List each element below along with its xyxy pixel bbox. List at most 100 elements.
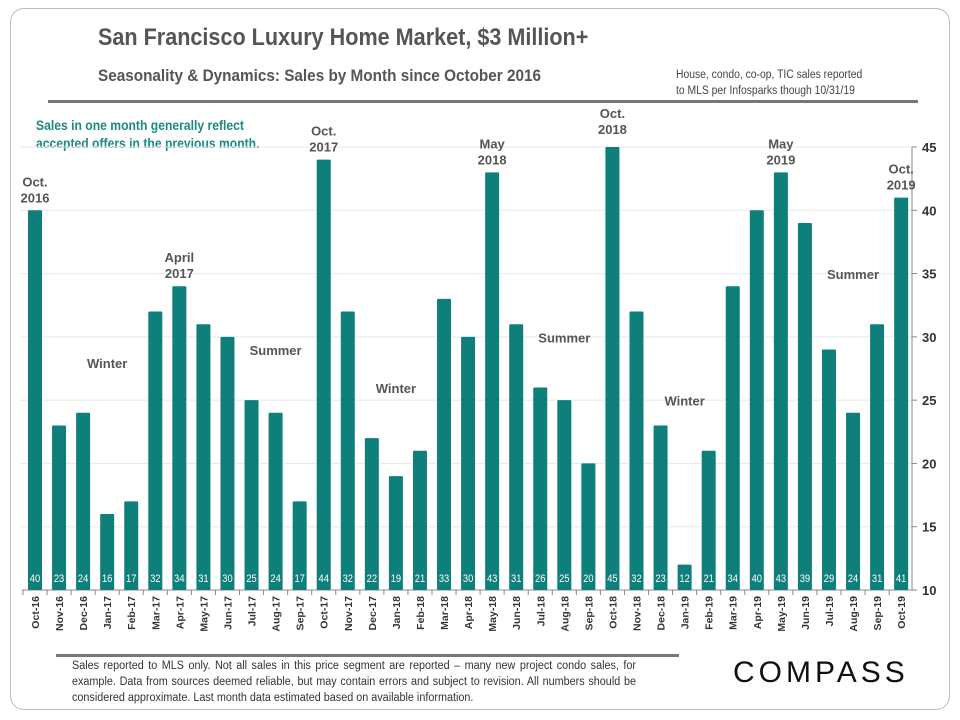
- x-tick-label: Nov-17: [343, 596, 355, 631]
- x-tick-label: Oct-19: [896, 596, 908, 629]
- bar-value-label: 31: [198, 573, 209, 585]
- bar: [894, 197, 909, 590]
- slide-frame: [10, 8, 950, 710]
- bar: [268, 412, 283, 590]
- bar-value-label: 43: [487, 573, 498, 585]
- x-tick-label: Aug-17: [271, 596, 283, 632]
- y-tick-label: 15: [922, 520, 936, 535]
- annotation-label: Oct.: [22, 174, 47, 189]
- bar: [196, 324, 211, 590]
- bar-value-label: 32: [343, 573, 354, 585]
- x-tick-label: May-19: [776, 596, 788, 632]
- bar: [821, 349, 836, 590]
- bar: [100, 514, 115, 590]
- bar-value-label: 32: [150, 573, 161, 585]
- x-tick-label: Sep-18: [583, 596, 595, 631]
- bar-value-label: 43: [776, 573, 787, 585]
- annotation-label: Summer: [250, 343, 302, 358]
- x-tick-label: Sep-19: [872, 596, 884, 631]
- bar: [244, 400, 259, 590]
- annotation-label: 2017: [309, 140, 338, 155]
- bar: [148, 311, 163, 590]
- annotation-label: 2019: [766, 152, 795, 167]
- x-tick-label: Jun-18: [511, 596, 523, 630]
- bar: [316, 159, 331, 590]
- x-tick-label: Dec-18: [656, 596, 668, 631]
- x-tick-label: May-17: [198, 596, 210, 632]
- header-rule: [48, 100, 918, 103]
- bar-value-label: 23: [54, 573, 65, 585]
- annotation-label: Oct.: [600, 106, 625, 121]
- footnote: Sales reported to MLS only. Not all sale…: [72, 660, 636, 704]
- bar-value-label: 17: [126, 573, 137, 585]
- bar: [364, 438, 379, 590]
- bar-value-label: 41: [896, 573, 907, 585]
- annotation-label: Winter: [376, 381, 416, 396]
- source-note-line: to MLS per Infosparks though 10/31/19: [676, 85, 855, 97]
- annotation-label: 2018: [478, 152, 507, 167]
- bar-value-label: 22: [367, 573, 378, 585]
- bar-value-label: 20: [583, 573, 594, 585]
- annotation-label: 2016: [21, 190, 50, 205]
- bar: [725, 286, 740, 590]
- chart-title: San Francisco Luxury Home Market, $3 Mil…: [98, 24, 589, 51]
- x-tick-label: Aug-18: [559, 596, 571, 632]
- x-tick-label: Oct-17: [319, 596, 331, 629]
- bar: [629, 311, 644, 590]
- bar: [76, 412, 91, 590]
- y-tick-label: 20: [922, 456, 936, 471]
- bar-value-label: 33: [439, 573, 450, 585]
- bar: [870, 324, 885, 590]
- source-note-line: House, condo, co-op, TIC sales reported: [676, 69, 863, 81]
- x-tick-label: Mar-17: [150, 596, 162, 630]
- y-tick-label: 30: [922, 330, 936, 345]
- x-tick-label: Feb-17: [126, 596, 138, 630]
- x-tick-label: Dec-16: [78, 596, 90, 631]
- x-tick-label: Jan-19: [680, 596, 692, 629]
- x-tick-label: Jul-17: [247, 596, 259, 627]
- y-tick-label: 25: [922, 393, 936, 408]
- annotation-label: 2018: [598, 122, 627, 137]
- bar: [28, 210, 42, 591]
- bar: [677, 564, 692, 590]
- x-tick-label: Oct-18: [607, 596, 619, 629]
- x-tick-label: Jul-18: [535, 596, 547, 627]
- bar-value-label: 40: [30, 573, 41, 585]
- bar-value-label: 24: [848, 573, 859, 585]
- bar-value-label: 25: [246, 573, 257, 585]
- bar: [797, 222, 812, 590]
- x-tick-label: Aug-19: [848, 596, 860, 632]
- side-note-line: Sales in one month generally reflect: [36, 118, 244, 133]
- y-tick-label: 40: [922, 203, 936, 218]
- bar-value-label: 34: [728, 573, 739, 585]
- x-tick-label: Nov-16: [54, 596, 66, 631]
- bar: [701, 450, 716, 590]
- annotation-label: May: [479, 136, 505, 151]
- source-note: House, condo, co-op, TIC sales reported …: [676, 67, 862, 99]
- bar: [485, 172, 500, 591]
- x-tick-label: Feb-18: [415, 596, 427, 630]
- compass-logo: COMPASS: [733, 656, 909, 689]
- x-tick-label: Jan-17: [102, 596, 114, 629]
- bar: [461, 336, 476, 590]
- bar-value-label: 30: [463, 573, 474, 585]
- bar: [172, 286, 187, 590]
- bar-value-label: 31: [872, 573, 883, 585]
- x-tick-label: Mar-18: [439, 596, 451, 630]
- bar: [220, 336, 235, 590]
- bar: [749, 210, 764, 591]
- bar: [388, 476, 403, 590]
- bar-value-label: 26: [535, 573, 546, 585]
- bar-value-label: 29: [824, 573, 835, 585]
- annotation-label: Summer: [827, 267, 879, 282]
- bar-value-label: 31: [511, 573, 522, 585]
- bar: [581, 463, 596, 590]
- bar-value-label: 23: [655, 573, 666, 585]
- x-tick-label: Apr-17: [174, 596, 186, 629]
- x-tick-label: Dec-17: [367, 596, 379, 631]
- annotation-label: Summer: [538, 330, 590, 345]
- bar: [533, 387, 548, 590]
- y-tick-label: 35: [922, 267, 936, 282]
- annotation-label: Oct.: [889, 162, 914, 177]
- x-tick-label: Feb-19: [704, 596, 716, 630]
